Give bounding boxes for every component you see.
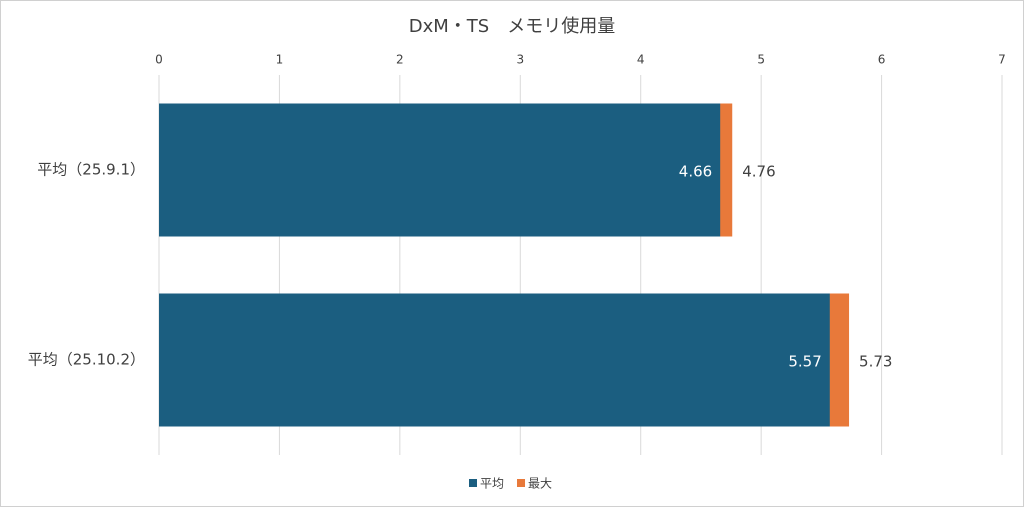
- x-tick-label: 0: [155, 53, 163, 67]
- y-tick-label: 平均（25.9.1）: [37, 161, 145, 179]
- legend-swatch: [469, 479, 477, 487]
- x-tick-label: 5: [757, 53, 765, 67]
- bar: [159, 103, 721, 237]
- x-tick-label: 3: [516, 53, 524, 67]
- bar: [159, 293, 830, 427]
- legend-label: 最大: [528, 477, 552, 491]
- chart-title: DxM・TS メモリ使用量: [409, 16, 615, 37]
- data-label: 4.66: [679, 163, 712, 181]
- data-label: 4.76: [742, 163, 775, 181]
- data-label: 5.57: [788, 353, 821, 371]
- legend-swatch: [517, 479, 526, 487]
- x-tick-label: 6: [878, 53, 886, 67]
- x-tick-label: 4: [637, 53, 645, 67]
- x-tick-label: 2: [396, 53, 404, 67]
- data-label: 5.73: [859, 353, 892, 371]
- legend-label: 平均: [480, 477, 504, 491]
- x-tick-label: 1: [276, 53, 284, 67]
- x-tick-label: 7: [998, 53, 1006, 67]
- y-tick-label: 平均（25.10.2）: [28, 351, 145, 369]
